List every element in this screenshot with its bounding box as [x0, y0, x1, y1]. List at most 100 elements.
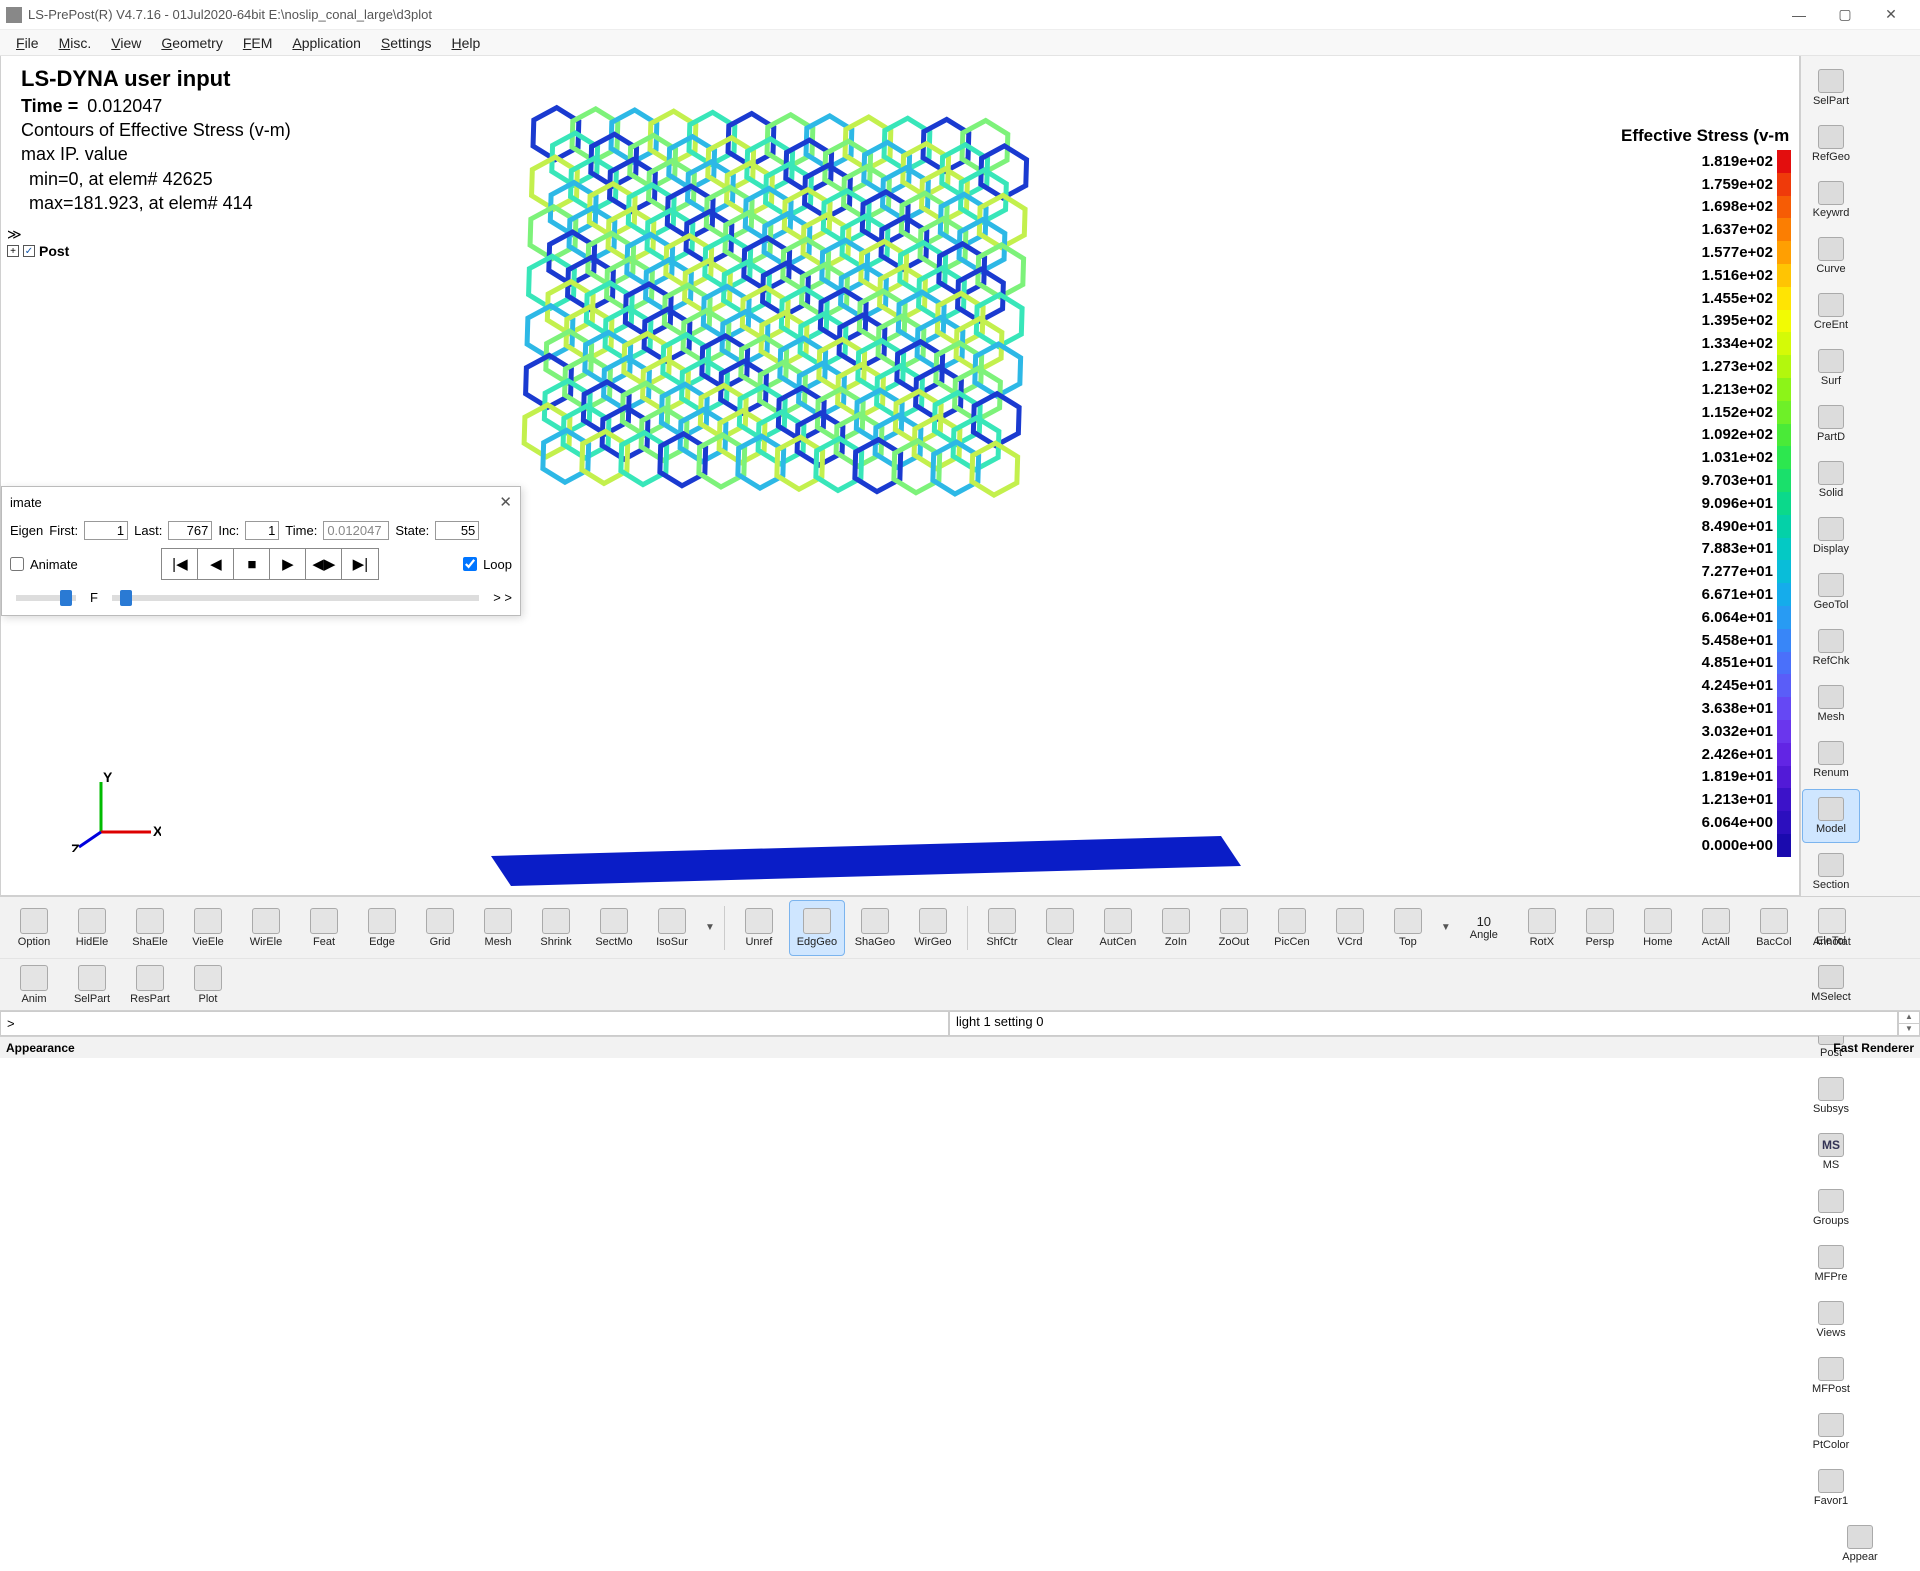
- btn-grid[interactable]: Grid: [412, 900, 468, 956]
- step-fwd-button[interactable]: ◀▶: [306, 549, 342, 579]
- command-spinner[interactable]: ▲▼: [1898, 1011, 1920, 1036]
- btn-wirele[interactable]: WirEle: [238, 900, 294, 956]
- skip-end-button[interactable]: ▶|: [342, 549, 378, 579]
- btn-sectmo[interactable]: SectMo: [586, 900, 642, 956]
- tool-model[interactable]: Model: [1802, 789, 1860, 843]
- btn-plot[interactable]: Plot: [180, 957, 236, 1013]
- btn-autcen[interactable]: AutCen: [1090, 900, 1146, 956]
- tool-mselect[interactable]: MSelect: [1802, 957, 1860, 1011]
- tool-subsys[interactable]: Subsys: [1802, 1069, 1860, 1123]
- maximize-button[interactable]: ▢: [1822, 1, 1868, 29]
- tool-ms[interactable]: MSMS: [1802, 1125, 1860, 1179]
- tool-curve[interactable]: Curve: [1802, 229, 1860, 283]
- tool-creent[interactable]: CreEnt: [1802, 285, 1860, 339]
- more-label[interactable]: > >: [493, 590, 512, 605]
- btn-unref[interactable]: Unref: [731, 900, 787, 956]
- btn-mesh[interactable]: Mesh: [470, 900, 526, 956]
- dropdown-icon[interactable]: ▼: [1438, 922, 1454, 933]
- btn-shrink[interactable]: Shrink: [528, 900, 584, 956]
- tool-surf[interactable]: Surf: [1802, 341, 1860, 395]
- btn-rotx[interactable]: RotX: [1514, 900, 1570, 956]
- inc-input[interactable]: [245, 521, 279, 540]
- animate-panel-close-icon[interactable]: ✕: [499, 493, 512, 511]
- btn-actall[interactable]: ActAll: [1688, 900, 1744, 956]
- tree-check-icon[interactable]: ✓: [23, 245, 35, 257]
- tool-appear[interactable]: Appear: [1802, 1517, 1918, 1571]
- tool-geotol[interactable]: GeoTol: [1802, 565, 1860, 619]
- frame-slider[interactable]: [112, 595, 479, 601]
- btn-persp[interactable]: Persp: [1572, 900, 1628, 956]
- btn-angle[interactable]: 10Angle: [1456, 900, 1512, 956]
- tree-expand-icon[interactable]: +: [7, 245, 19, 257]
- btn-shageo[interactable]: ShaGeo: [847, 900, 903, 956]
- tool-ptcolor[interactable]: PtColor: [1802, 1405, 1860, 1459]
- play-button[interactable]: ▶: [270, 549, 306, 579]
- btn-isosur[interactable]: IsoSur: [644, 900, 700, 956]
- tool-partd[interactable]: PartD: [1802, 397, 1860, 451]
- menu-settings[interactable]: Settings: [371, 32, 442, 54]
- btn-vcrd[interactable]: VCrd: [1322, 900, 1378, 956]
- legend-row: 8.490e+01: [1621, 515, 1791, 538]
- tool-solid[interactable]: Solid: [1802, 453, 1860, 507]
- menu-geometry[interactable]: Geometry: [151, 32, 232, 54]
- btn-piccen[interactable]: PicCen: [1264, 900, 1320, 956]
- btn-edggeo[interactable]: EdgGeo: [789, 900, 845, 956]
- tool-refgeo[interactable]: RefGeo: [1802, 117, 1860, 171]
- skip-start-button[interactable]: |◀: [162, 549, 198, 579]
- animate-checkbox[interactable]: Animate: [10, 557, 78, 572]
- btn-respart[interactable]: ResPart: [122, 957, 178, 1013]
- state-input[interactable]: [435, 521, 479, 540]
- btn-shfctr[interactable]: ShfCtr: [974, 900, 1030, 956]
- btn-wirgeo[interactable]: WirGeo: [905, 900, 961, 956]
- menu-fem[interactable]: FEM: [233, 32, 283, 54]
- btn-zoin[interactable]: ZoIn: [1148, 900, 1204, 956]
- btn-baccol[interactable]: BacCol: [1746, 900, 1802, 956]
- menu-file[interactable]: File: [6, 32, 49, 54]
- btn-edge[interactable]: Edge: [354, 900, 410, 956]
- tool-renum[interactable]: Renum: [1802, 733, 1860, 787]
- loop-checkbox[interactable]: Loop: [463, 557, 512, 572]
- speed-slider[interactable]: [16, 595, 76, 601]
- stop-button[interactable]: ■: [234, 549, 270, 579]
- tool-groups[interactable]: Groups: [1802, 1181, 1860, 1235]
- btn-shaele[interactable]: ShaEle: [122, 900, 178, 956]
- btn-annotat[interactable]: Annotat: [1804, 900, 1860, 956]
- btn-selpart[interactable]: SelPart: [64, 957, 120, 1013]
- first-input[interactable]: [84, 521, 128, 540]
- btn-option[interactable]: Option: [6, 900, 62, 956]
- viewport-3d[interactable]: LS-DYNA user input Time = 0.012047 Conto…: [0, 56, 1800, 896]
- tool-display[interactable]: Display: [1802, 509, 1860, 563]
- tree-node-post[interactable]: Post: [39, 243, 69, 259]
- command-input[interactable]: [0, 1011, 949, 1036]
- dropdown-icon[interactable]: ▼: [702, 922, 718, 933]
- last-input[interactable]: [168, 521, 212, 540]
- btn-hidele[interactable]: HidEle: [64, 900, 120, 956]
- model-tree[interactable]: ≫ + ✓ Post: [7, 226, 69, 259]
- close-button[interactable]: ✕: [1868, 1, 1914, 29]
- time-input[interactable]: [323, 521, 389, 540]
- tool-keywrd[interactable]: Keywrd: [1802, 173, 1860, 227]
- tool-mfpre[interactable]: MFPre: [1802, 1237, 1860, 1291]
- menu-misc[interactable]: Misc.: [49, 32, 102, 54]
- btn-anim[interactable]: Anim: [6, 957, 62, 1013]
- btn-clear[interactable]: Clear: [1032, 900, 1088, 956]
- tree-collapse-icon[interactable]: ≫: [7, 226, 22, 243]
- tool-mesh[interactable]: Mesh: [1802, 677, 1860, 731]
- tool-selpart[interactable]: SelPart: [1802, 61, 1860, 115]
- tool-mfpost[interactable]: MFPost: [1802, 1349, 1860, 1403]
- btn-home[interactable]: Home: [1630, 900, 1686, 956]
- btn-top[interactable]: Top: [1380, 900, 1436, 956]
- tool-section[interactable]: Section: [1802, 845, 1860, 899]
- tool-favor1[interactable]: Favor1: [1802, 1461, 1860, 1515]
- menu-view[interactable]: View: [101, 32, 151, 54]
- menu-help[interactable]: Help: [441, 32, 490, 54]
- menu-application[interactable]: Application: [282, 32, 371, 54]
- btn-feat[interactable]: Feat: [296, 900, 352, 956]
- minimize-button[interactable]: —: [1776, 1, 1822, 29]
- btn-vieele[interactable]: VieEle: [180, 900, 236, 956]
- step-back-button[interactable]: ◀: [198, 549, 234, 579]
- tool-views[interactable]: Views: [1802, 1293, 1860, 1347]
- btn-zoout[interactable]: ZoOut: [1206, 900, 1262, 956]
- animate-panel[interactable]: imate ✕ Eigen First: Last: Inc: Time: St…: [1, 486, 521, 616]
- tool-refchk[interactable]: RefChk: [1802, 621, 1860, 675]
